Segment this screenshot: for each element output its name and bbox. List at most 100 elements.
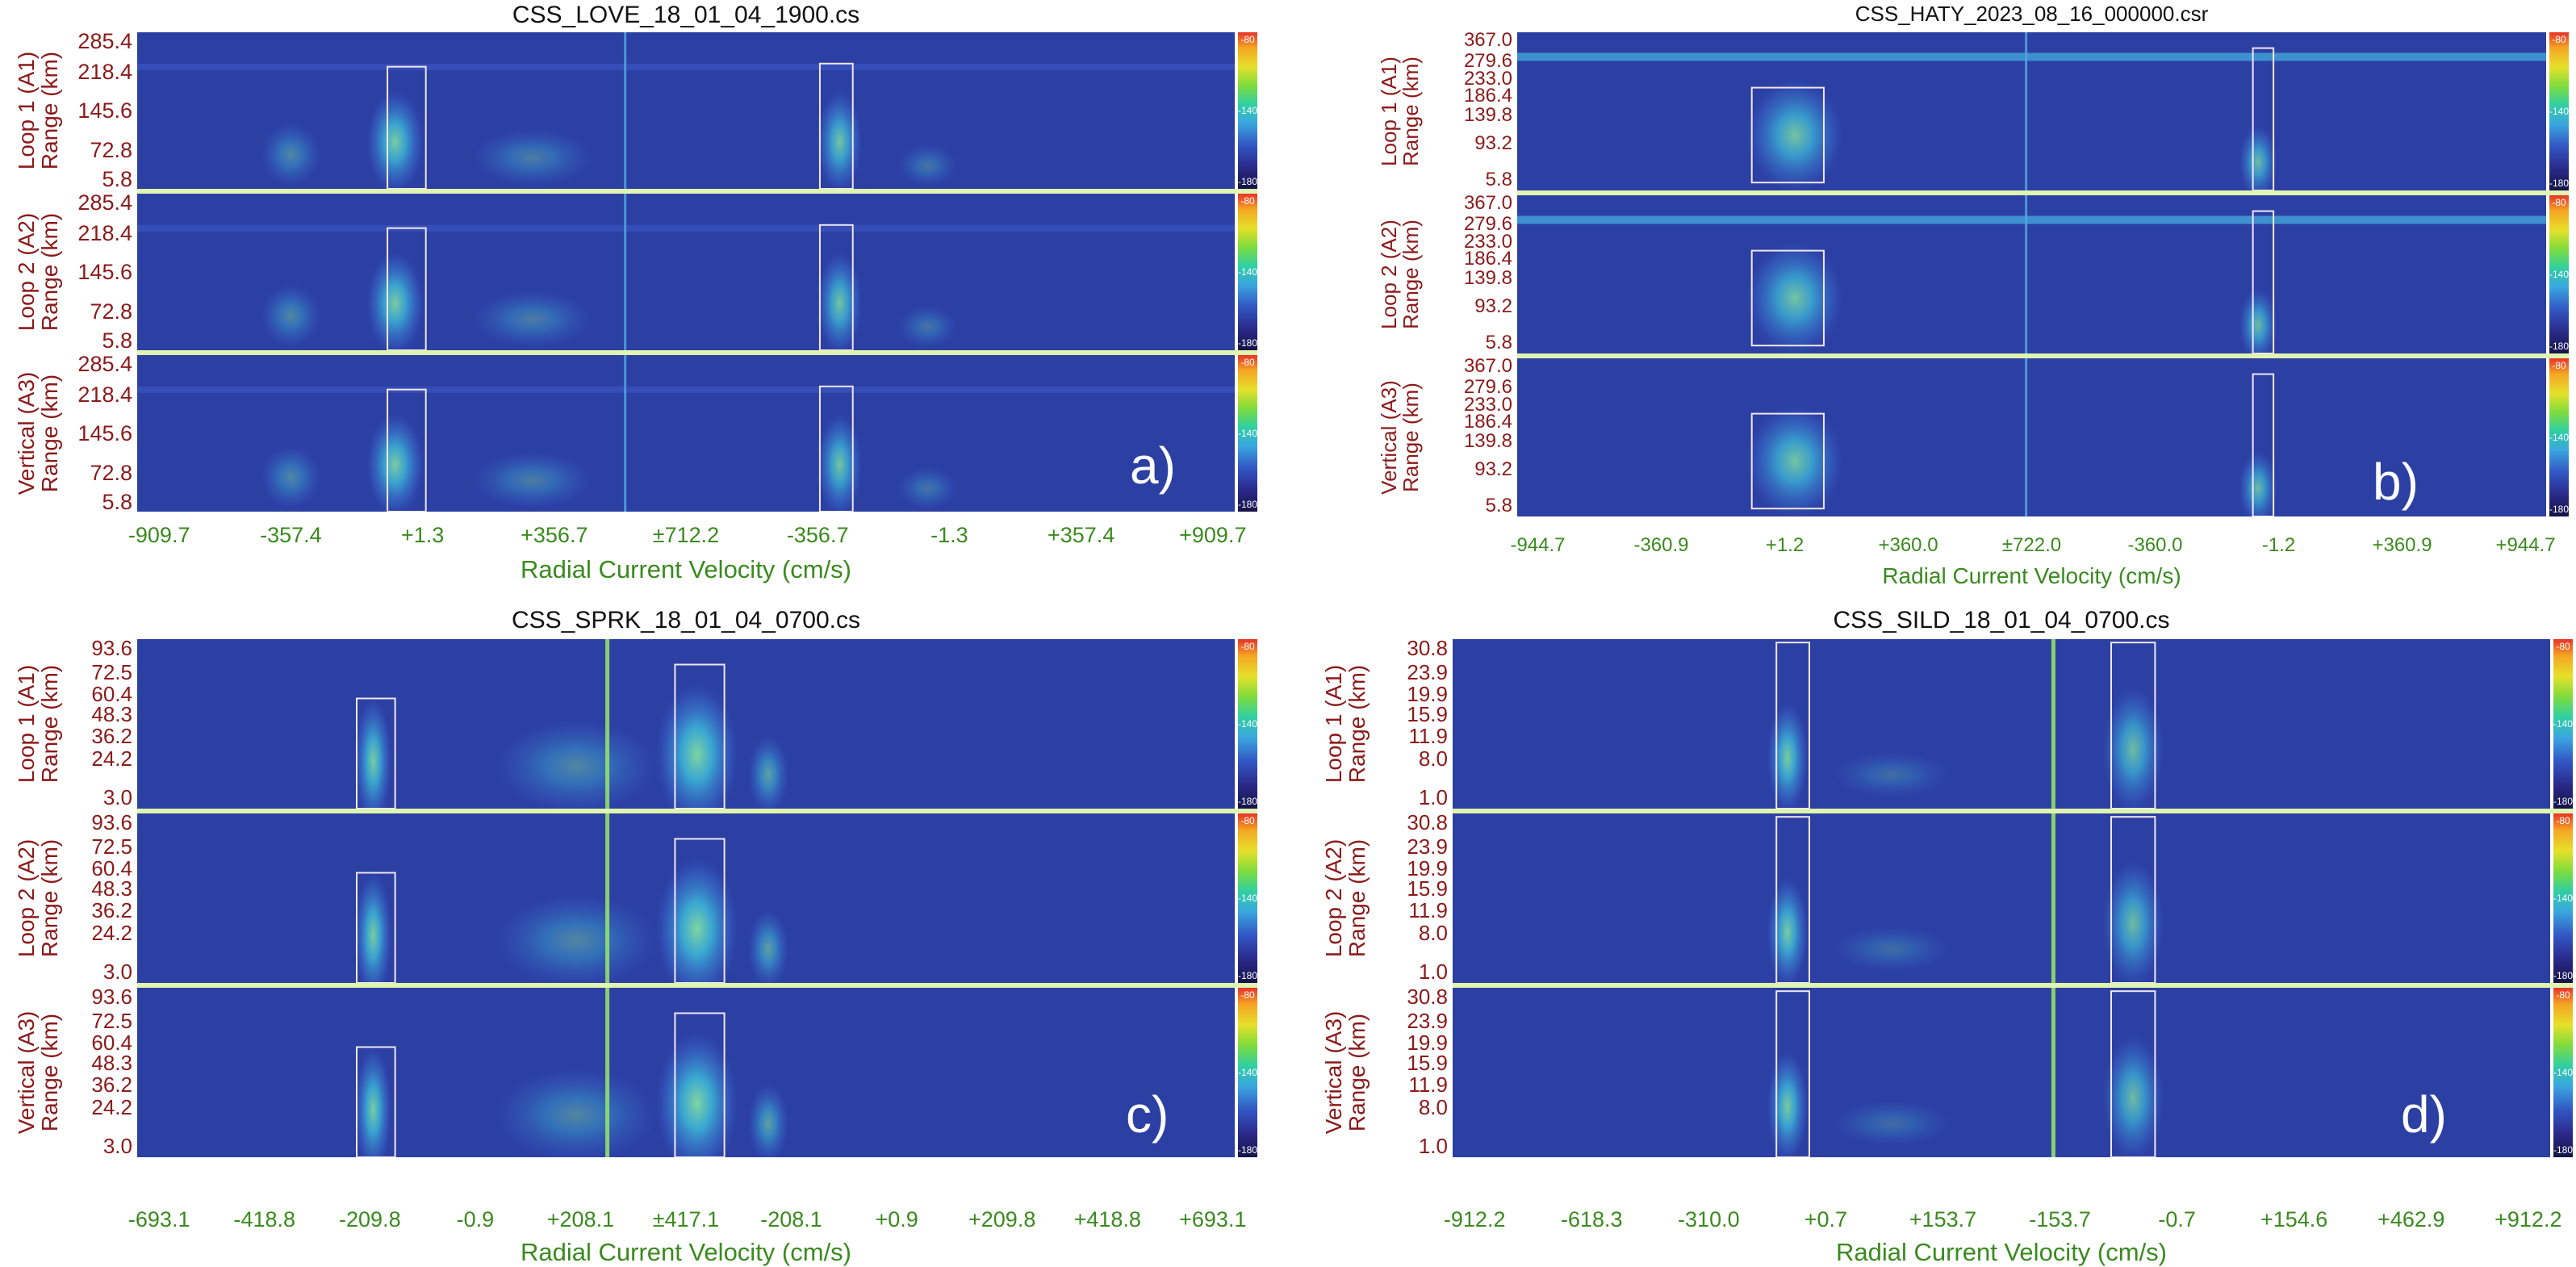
y-tick-label: 48.3 xyxy=(91,1051,132,1076)
y-axis-label: Vertical (A3) Range (km) xyxy=(14,988,71,1157)
signal-blob xyxy=(2237,448,2279,516)
y-tick-label: 23.9 xyxy=(1407,659,1448,684)
y-tick-label: 233.0 xyxy=(1463,67,1512,90)
plot-row: Loop 1 (A1) Range (km) 367.0 279.6 233.0 186.… xyxy=(1364,29,2574,195)
signal-blob xyxy=(2237,285,2279,353)
signal-blob xyxy=(1743,400,1846,516)
signal-blob xyxy=(364,409,426,512)
signal-blob xyxy=(746,906,791,983)
row-separator xyxy=(137,189,1257,194)
y-tick-label: 93.6 xyxy=(91,985,132,1009)
plot-row: Vertical (A3) Range (km) 30.8 23.9 19.9 15.9 1… xyxy=(1307,985,2574,1158)
y-tick-label: 30.8 xyxy=(1407,636,1448,660)
y-tick-label: 5.8 xyxy=(102,490,132,514)
colorbar-top-label: -80 xyxy=(1240,989,1255,1001)
colorbar: -80 -140 -180 xyxy=(1238,32,1257,189)
y-axis-label-line2: Range (km) xyxy=(1344,1013,1370,1132)
zero-velocity-line xyxy=(2051,988,2055,1157)
first-order-contour xyxy=(356,1046,396,1157)
y-axis-label-line2: Range (km) xyxy=(37,1013,63,1132)
x-tick-label: +208.1 xyxy=(546,1207,615,1231)
x-tick-label: +357.4 xyxy=(1047,523,1115,547)
signal-blob xyxy=(1825,749,1958,801)
colorbar-bottom-label: -180 xyxy=(1238,1144,1258,1156)
x-tick-label: -357.4 xyxy=(260,523,322,547)
plot-row: Loop 1 (A1) Range (km) 30.8 23.9 19.9 15.9 11.… xyxy=(1307,636,2574,813)
y-axis-label-line1: Loop 1 (A1) xyxy=(14,664,39,784)
zero-velocity-line xyxy=(2025,195,2028,353)
y-tick-label: 24.2 xyxy=(91,1094,132,1119)
x-tick-label: ±712.2 xyxy=(652,523,720,547)
x-tick-label: +360.9 xyxy=(2372,534,2432,556)
y-tick-label: 5.8 xyxy=(102,328,132,353)
heatmap-plot xyxy=(137,32,1235,189)
panel-letter: b) xyxy=(2373,453,2419,511)
colorbar-bottom-label: -180 xyxy=(1238,176,1258,187)
y-tick-label: 30.8 xyxy=(1407,985,1448,1009)
first-order-contour xyxy=(674,838,726,983)
y-axis-label-line2: Range (km) xyxy=(1344,838,1370,958)
signal-blob xyxy=(815,409,864,512)
y-tick-label: 72.5 xyxy=(91,834,132,859)
interference-band xyxy=(137,63,1235,70)
signal-blob xyxy=(2237,122,2279,190)
y-tick-label: 93.2 xyxy=(1474,132,1512,154)
signal-blob xyxy=(1825,1098,1958,1149)
first-order-contour xyxy=(356,872,396,983)
y-tick-label: 15.9 xyxy=(1407,702,1448,727)
x-tick-label: -693.1 xyxy=(128,1207,190,1231)
signal-blob xyxy=(353,868,393,983)
signal-blob xyxy=(894,464,960,512)
x-axis-label: Radial Current Velocity (cm/s) xyxy=(520,555,852,583)
colorbar-mid-label: -140 xyxy=(1238,105,1258,116)
y-tick-label: 30.8 xyxy=(1407,810,1448,834)
heatmap-svg xyxy=(1453,813,2550,983)
y-tick-label: 93.6 xyxy=(91,810,132,834)
heatmap-plot xyxy=(137,355,1235,512)
y-tick-label: 279.6 xyxy=(1463,213,1512,236)
panel-letter: d) xyxy=(2401,1085,2447,1144)
heatmap-plot xyxy=(137,194,1235,350)
colorbar-bottom-label: -180 xyxy=(2549,178,2570,189)
first-order-contour xyxy=(674,663,726,809)
signal-blob xyxy=(257,119,324,189)
y-axis-label-line2: Range (km) xyxy=(1399,220,1424,329)
x-axis-label: Radial Current Velocity (cm/s) xyxy=(1882,563,2181,588)
plot-row: Loop 2 (A2) Range (km) 30.8 23.9 19.9 15.9 11.… xyxy=(1307,810,2574,988)
colorbar: -80 -140 -180 xyxy=(2549,32,2569,190)
zero-velocity-line xyxy=(624,194,627,350)
colorbar-top-label: -80 xyxy=(2556,989,2570,1001)
colorbar-bottom-label: -180 xyxy=(1238,499,1258,510)
colorbar-mid-label: -140 xyxy=(2549,106,2570,117)
x-tick-label: -360.9 xyxy=(1633,534,1689,556)
y-tick-label: 145.6 xyxy=(77,421,132,446)
heatmap-svg xyxy=(137,355,1235,512)
y-tick-label: 36.2 xyxy=(91,1073,132,1098)
first-order-contour xyxy=(1775,990,1811,1157)
colorbar-mid-label: -140 xyxy=(2553,1067,2574,1078)
y-tick-label: 11.9 xyxy=(1408,898,1448,923)
colorbar-top-label: -80 xyxy=(2552,197,2566,208)
zero-velocity-line xyxy=(605,639,610,809)
y-tick-label: 8.0 xyxy=(1418,920,1448,945)
x-tick-label: +909.7 xyxy=(1179,523,1247,547)
heatmap-plot xyxy=(1453,639,2550,809)
signal-blob xyxy=(488,889,664,983)
y-tick-label: 93.2 xyxy=(1474,458,1512,480)
colorbar-top-label: -80 xyxy=(1240,641,1255,652)
y-tick-label: 3.0 xyxy=(102,1134,132,1158)
y-tick-label: 218.4 xyxy=(77,59,132,84)
x-tick-label: -418.8 xyxy=(233,1207,296,1231)
colorbar: -80 -140 -180 xyxy=(2553,813,2573,983)
heatmap-svg xyxy=(1517,32,2546,190)
heatmap-plot xyxy=(1517,195,2546,353)
plot-row: Loop 2 (A2) Range (km) 93.6 72.5 60.4 48.3 36.… xyxy=(0,810,1259,988)
heatmap-svg xyxy=(137,988,1235,1157)
panel-letter: c) xyxy=(1126,1085,1169,1144)
y-axis-label-line1: Vertical (A3) xyxy=(1321,1010,1346,1135)
y-tick-label: 23.9 xyxy=(1407,834,1448,859)
y-tick-label: 8.0 xyxy=(1418,1094,1448,1119)
y-tick-label: 72.8 xyxy=(90,460,132,485)
heatmap-svg xyxy=(1453,988,2550,1157)
colorbar-top-label: -80 xyxy=(1240,34,1255,45)
